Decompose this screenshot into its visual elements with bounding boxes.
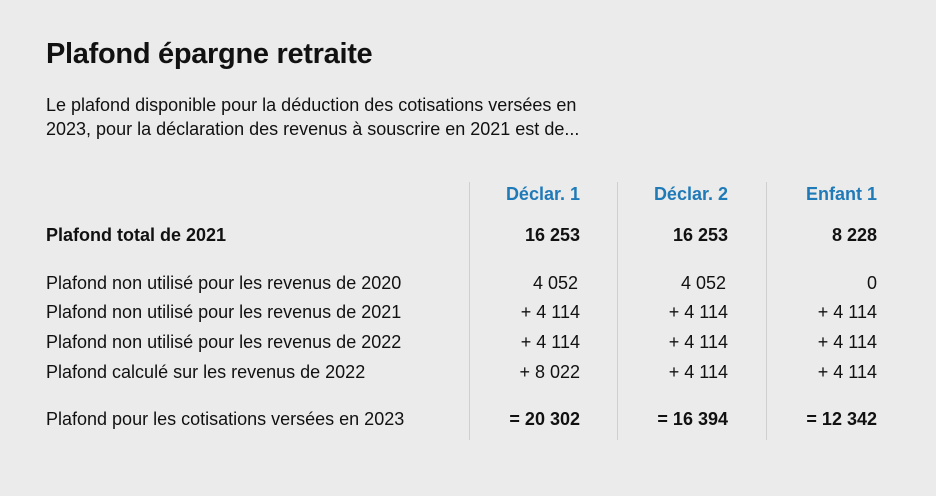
value-declar-2: 4 052	[680, 273, 726, 293]
table-row-non-utilise-2020: Plafond non utilisé pour les revenus de …	[0, 273, 936, 299]
value-declar-1: 4 052	[532, 273, 578, 293]
value-enfant-1: 0	[866, 273, 877, 293]
column-divider-3	[766, 182, 767, 440]
column-header-declar-1: Déclar. 1	[505, 184, 580, 204]
table-row-non-utilise-2021: Plafond non utilisé pour les revenus de …	[0, 302, 936, 328]
value-declar-2: 16 253	[672, 225, 728, 245]
column-divider-1	[469, 182, 470, 440]
description-line-2: 2023, pour la déclaration des revenus à …	[46, 119, 580, 139]
column-header-declar-2: Déclar. 2	[653, 184, 728, 204]
row-label: Plafond pour les cotisations versées en …	[46, 409, 405, 429]
column-divider-2	[617, 182, 618, 440]
value-enfant-1: + 4 114	[817, 332, 877, 352]
description: Le plafond disponible pour la déduction …	[46, 93, 666, 141]
value-declar-1: + 8 022	[519, 362, 580, 382]
table-row-plafond-cotisations-2023: Plafond pour les cotisations versées en …	[0, 409, 936, 435]
value-declar-2: + 4 114	[668, 302, 728, 322]
value-enfant-1: 8 228	[831, 225, 877, 245]
row-label: Plafond calculé sur les revenus de 2022	[46, 362, 366, 382]
table-row-non-utilise-2022: Plafond non utilisé pour les revenus de …	[0, 332, 936, 358]
row-label: Plafond non utilisé pour les revenus de …	[46, 273, 402, 293]
description-line-1: Le plafond disponible pour la déduction …	[46, 95, 577, 115]
value-declar-2: + 4 114	[668, 362, 728, 382]
value-enfant-1: + 4 114	[817, 362, 877, 382]
value-declar-2: = 16 394	[657, 409, 728, 429]
page-title: Plafond épargne retraite	[46, 38, 373, 70]
row-label: Plafond non utilisé pour les revenus de …	[46, 302, 402, 322]
value-declar-1: 16 253	[524, 225, 580, 245]
row-label: Plafond total de 2021	[46, 225, 227, 245]
table-row-plafond-total: Plafond total de 2021 16 253 16 253 8 22…	[0, 225, 936, 251]
value-enfant-1: + 4 114	[817, 302, 877, 322]
value-declar-1: + 4 114	[520, 302, 580, 322]
column-header-enfant-1: Enfant 1	[805, 184, 877, 204]
value-declar-1: = 20 302	[509, 409, 580, 429]
row-label: Plafond non utilisé pour les revenus de …	[46, 332, 402, 352]
value-declar-2: + 4 114	[668, 332, 728, 352]
table-row-calcule-2022: Plafond calculé sur les revenus de 2022 …	[0, 362, 936, 388]
value-declar-1: + 4 114	[520, 332, 580, 352]
value-enfant-1: = 12 342	[806, 409, 877, 429]
